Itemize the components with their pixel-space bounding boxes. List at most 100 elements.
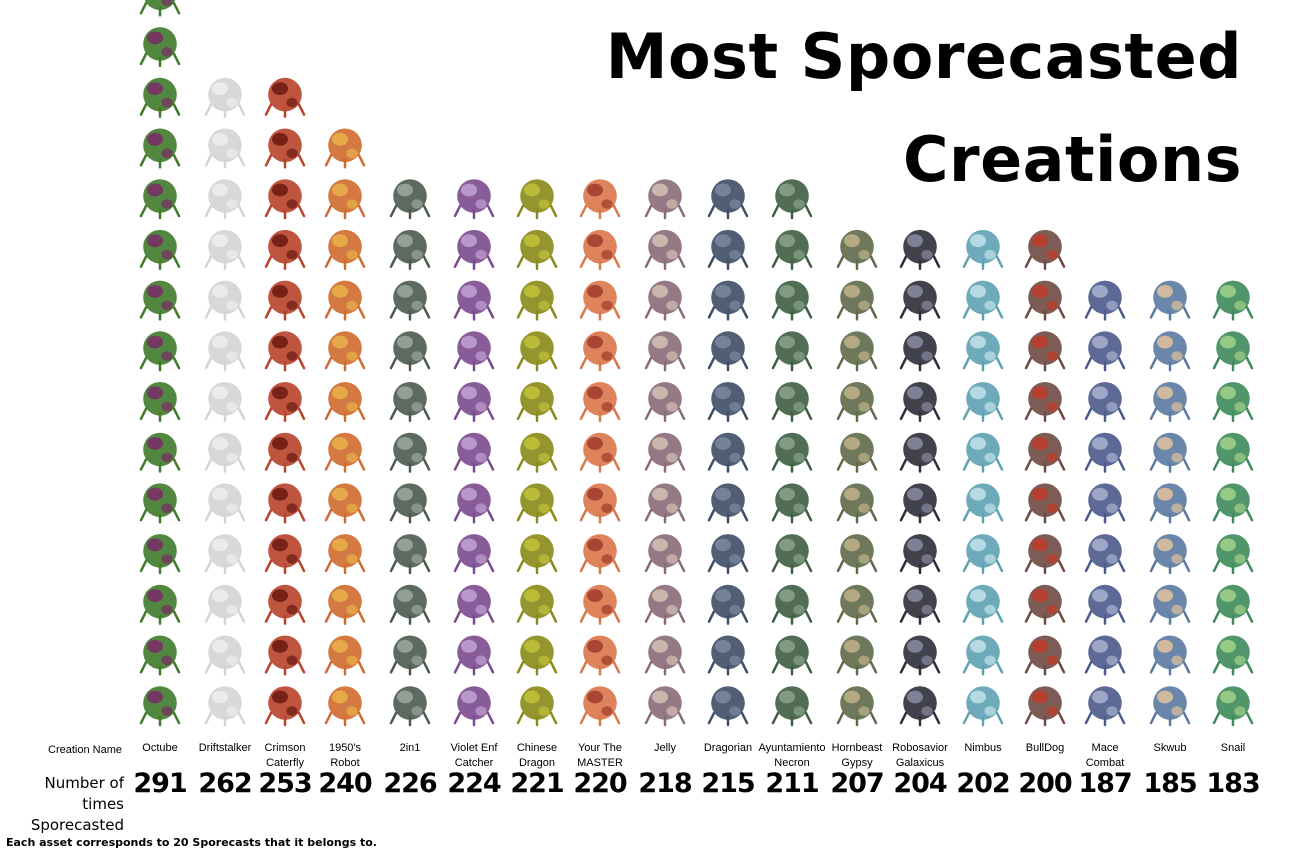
creation-icon (836, 534, 878, 575)
creation-icon (139, 280, 181, 321)
creation-icon (204, 229, 246, 270)
creation-icon (836, 280, 878, 321)
creation-icon (324, 229, 366, 270)
creation-icon (771, 635, 813, 676)
category-name-line: Your The (577, 742, 623, 754)
creation-icon (139, 432, 181, 473)
footnote: Each asset corresponds to 20 Sporecasts … (6, 836, 377, 849)
creation-icon (139, 686, 181, 727)
creation-icon (324, 432, 366, 473)
creation-icon (1212, 483, 1254, 524)
category-name-line: Hornbeast (831, 742, 883, 754)
chart-title: Most Sporecasted Creations (482, 6, 1242, 212)
category-name-line: Mace (1091, 742, 1119, 754)
category-value-label: 185 (1143, 768, 1197, 799)
icon-column (389, 179, 431, 727)
sporecast-count-row-label: Number of times Sporecasted (2, 773, 124, 836)
creation-icon (1084, 331, 1126, 372)
category-name-line: Chinese (516, 742, 558, 754)
creation-icon (139, 483, 181, 524)
creation-icon (264, 280, 306, 321)
creation-icon (139, 229, 181, 270)
creation-icon (707, 280, 749, 321)
category-name-label: Dragorian (694, 741, 762, 756)
creation-icon (453, 382, 495, 423)
creation-icon (264, 179, 306, 220)
creation-icon (644, 331, 686, 372)
icon-column (1084, 280, 1126, 727)
category-name-line: Nimbus (964, 742, 1002, 754)
sporecast-count-label-line-1: Number of times (44, 774, 124, 813)
category-name-line: BullDog (1025, 742, 1065, 754)
creation-icon (516, 382, 558, 423)
creation-icon (1212, 280, 1254, 321)
creation-icon (962, 584, 1004, 625)
creation-name-row-label: Creation Name (48, 744, 122, 756)
creation-icon (453, 331, 495, 372)
creation-icon (579, 229, 621, 270)
creation-icon (771, 686, 813, 727)
creation-icon (771, 382, 813, 423)
creation-icon (1149, 584, 1191, 625)
creation-icon (836, 686, 878, 727)
creation-icon (1212, 584, 1254, 625)
sporecast-count-label-line-2: Sporecasted (30, 816, 124, 834)
creation-icon (579, 686, 621, 727)
creation-icon (204, 584, 246, 625)
creation-icon (204, 280, 246, 321)
creation-icon (516, 179, 558, 220)
creation-icon (836, 584, 878, 625)
creation-icon (1084, 483, 1126, 524)
creation-icon (1212, 382, 1254, 423)
creation-icon (139, 382, 181, 423)
creation-icon (389, 432, 431, 473)
creation-icon (389, 331, 431, 372)
creation-icon (899, 686, 941, 727)
creation-icon (324, 686, 366, 727)
creation-icon (707, 229, 749, 270)
creation-icon (579, 331, 621, 372)
category-value-label: 183 (1206, 768, 1260, 799)
creation-icon (1024, 432, 1066, 473)
category-name-line: Ayuntamiento (758, 742, 826, 754)
creation-icon (139, 27, 181, 68)
creation-icon (707, 686, 749, 727)
creation-icon (771, 229, 813, 270)
creation-icon (389, 382, 431, 423)
category-name-label: Octube (126, 741, 194, 756)
creation-icon (1024, 635, 1066, 676)
creation-icon (644, 382, 686, 423)
category-value-label: 226 (383, 768, 437, 799)
creation-icon (389, 534, 431, 575)
category-value-label: 204 (893, 768, 947, 799)
category-name-line: Driftstalker (198, 742, 252, 754)
creation-icon (644, 534, 686, 575)
icon-column (1149, 280, 1191, 727)
creation-icon (899, 635, 941, 676)
creation-icon (1084, 584, 1126, 625)
creation-icon (1149, 331, 1191, 372)
creation-icon (264, 77, 306, 118)
icon-column (962, 229, 1004, 727)
icon-column (139, 0, 181, 727)
creation-icon (579, 382, 621, 423)
category-name-label: Snail (1199, 741, 1267, 756)
creation-icon (453, 229, 495, 270)
creation-icon (579, 483, 621, 524)
creation-icon (579, 432, 621, 473)
creation-icon (516, 229, 558, 270)
creation-icon (324, 179, 366, 220)
creation-icon (264, 331, 306, 372)
creation-icon (516, 432, 558, 473)
chart-title-line-2: Creations (903, 122, 1242, 196)
creation-icon (836, 331, 878, 372)
creation-icon (1024, 280, 1066, 321)
creation-icon (453, 432, 495, 473)
icon-column (707, 179, 749, 727)
category-name-label: BullDog (1011, 741, 1079, 756)
creation-icon (204, 382, 246, 423)
creation-icon (707, 179, 749, 220)
creation-icon (516, 686, 558, 727)
creation-icon (389, 280, 431, 321)
creation-icon (836, 483, 878, 524)
